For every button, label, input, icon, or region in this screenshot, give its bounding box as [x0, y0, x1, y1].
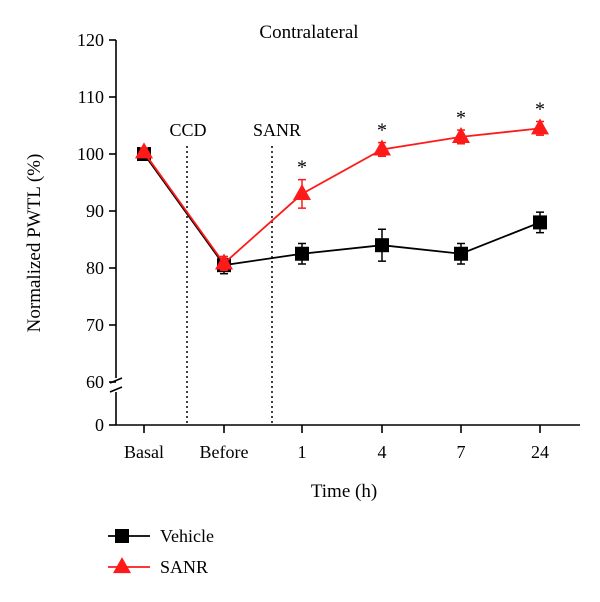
series-line	[143, 127, 541, 265]
data-point	[295, 246, 309, 261]
y-tick-label: 90	[86, 201, 104, 221]
data-point	[293, 183, 311, 200]
legend-marker	[115, 529, 129, 543]
legend: Vehicle SANR	[108, 526, 214, 577]
series-sanr: * * * *	[135, 99, 549, 272]
significance-marker: *	[377, 120, 387, 142]
data-point	[373, 139, 391, 156]
series-line	[143, 153, 541, 267]
data-point	[531, 118, 549, 135]
x-tick-label: 1	[298, 442, 307, 462]
x-axis-title: Time (h)	[311, 481, 377, 502]
data-point	[452, 126, 470, 143]
legend-label: SANR	[160, 557, 208, 577]
x-tick-label: Basal	[124, 442, 164, 462]
axes: 0 60 70 80 90 100 110 120 Basal Before 1 4 7 24	[77, 30, 580, 462]
data-point	[454, 246, 468, 261]
y-tick-label: 110	[78, 87, 104, 107]
data-point	[533, 215, 547, 230]
legend-marker	[113, 557, 131, 574]
y-tick-label: 60	[86, 372, 104, 392]
y-tick-label: 0	[95, 415, 104, 435]
data-point	[375, 238, 389, 253]
data-point	[135, 142, 153, 159]
significance-marker: *	[297, 157, 307, 179]
legend-label: Vehicle	[160, 526, 214, 546]
significance-marker: *	[535, 99, 545, 121]
y-tick-label: 100	[77, 144, 104, 164]
series-layer: * * * *	[135, 99, 549, 275]
legend-item: Vehicle	[108, 526, 214, 546]
legend-item: SANR	[108, 557, 208, 577]
y-tick-label: 80	[86, 258, 104, 278]
phase-annotation: CCD	[169, 120, 206, 140]
annotations: CCD SANR	[169, 120, 301, 425]
data-point	[215, 253, 233, 270]
y-tick-label: 70	[86, 315, 104, 335]
significance-marker: *	[456, 107, 466, 129]
x-tick-label: 24	[531, 442, 549, 462]
y-tick-label: 120	[77, 30, 104, 50]
series-vehicle	[137, 147, 547, 275]
x-tick-label: 7	[457, 442, 466, 462]
phase-annotation: SANR	[253, 120, 301, 140]
x-tick-label: 4	[378, 442, 387, 462]
y-axis-break-mark	[109, 386, 123, 393]
y-axis-title: Normalized PWTL (%)	[24, 154, 45, 333]
chart-title: Contralateral	[259, 22, 358, 43]
x-tick-label: Before	[200, 442, 249, 462]
